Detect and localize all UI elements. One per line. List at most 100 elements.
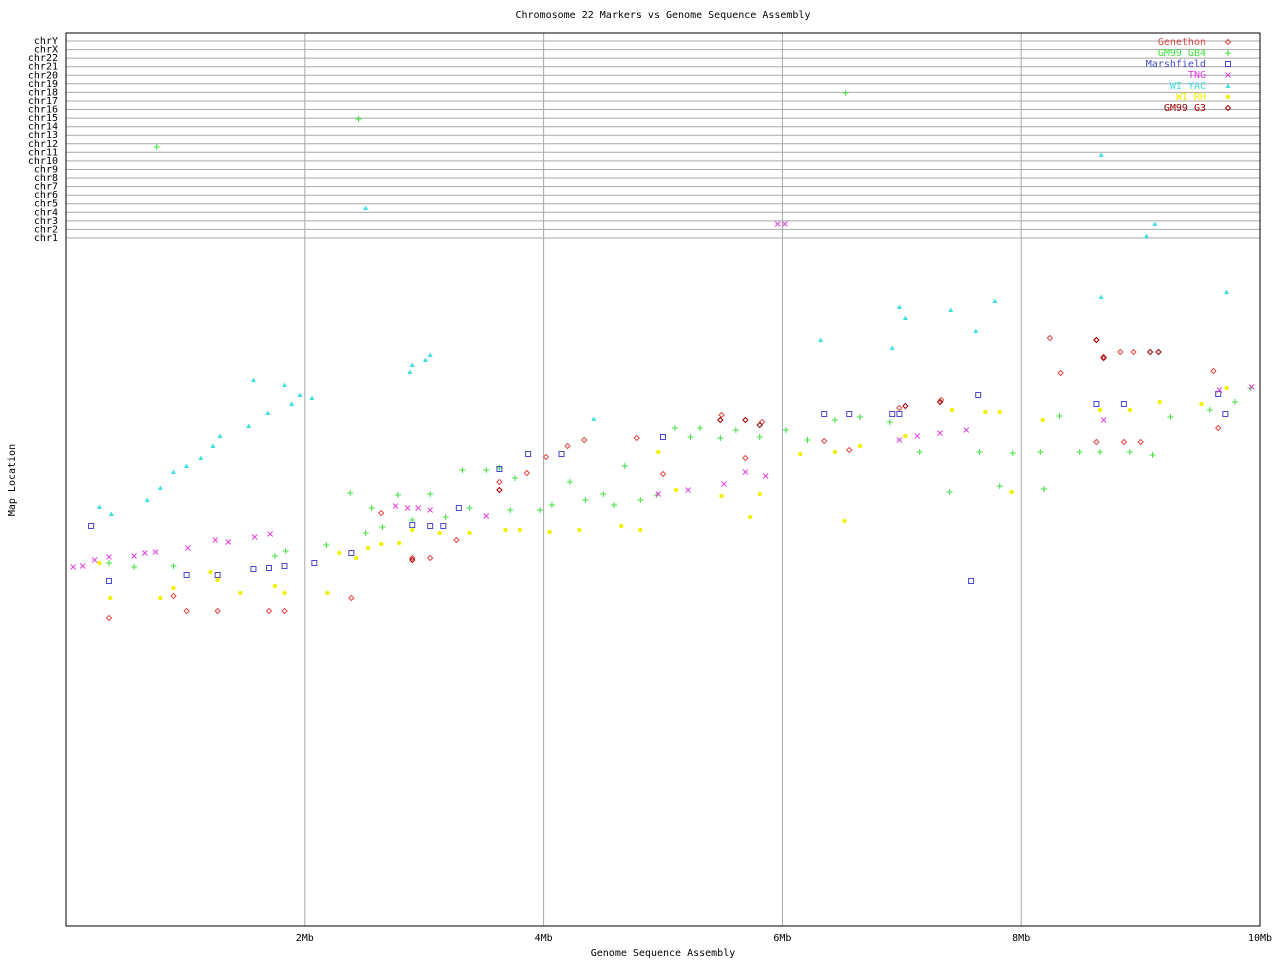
data-point: [353, 555, 359, 561]
data-point: [267, 531, 274, 537]
data-point: [79, 563, 86, 569]
data-point: [1206, 407, 1213, 413]
data-point: [214, 572, 221, 578]
data-point: [363, 205, 369, 210]
data-point: [141, 550, 148, 556]
data-point: [889, 411, 896, 417]
data-point: [1117, 348, 1124, 356]
y-tick-label: chr21: [28, 62, 58, 73]
y-tick-label: chr14: [28, 122, 58, 133]
data-point: [757, 491, 762, 497]
y-tick-label: chrY: [34, 36, 58, 47]
data-point: [621, 463, 628, 469]
data-point: [1215, 424, 1222, 432]
data-point: [637, 497, 644, 503]
data-point: [1097, 407, 1103, 413]
data-point: [1127, 407, 1133, 413]
y-tick-label: chr10: [28, 156, 58, 167]
legend-marker: [1225, 72, 1231, 78]
data-point: [782, 427, 789, 433]
legend-label: WI RH: [1176, 92, 1206, 103]
data-point: [1199, 401, 1204, 407]
data-point: [91, 557, 98, 563]
data-point: [437, 530, 442, 536]
data-point: [170, 563, 177, 569]
data-point: [896, 304, 902, 309]
data-point: [1098, 294, 1104, 299]
data-point: [184, 463, 190, 468]
data-point: [983, 409, 988, 415]
y-tick-label: chr3: [34, 216, 58, 227]
data-point: [297, 392, 303, 397]
y-axis-label: Map Location: [7, 444, 18, 516]
legend-label: WI YAC: [1170, 81, 1206, 92]
data-point: [170, 592, 177, 600]
data-point: [97, 560, 102, 566]
data-point: [671, 425, 678, 431]
legend-marker: [1225, 61, 1231, 67]
data-point: [88, 523, 95, 529]
data-point: [1167, 414, 1174, 420]
data-point: [208, 569, 213, 575]
y-tick-label: chr1: [34, 233, 58, 244]
data-point: [742, 454, 749, 462]
data-point: [846, 411, 853, 417]
y-tick-label: chr9: [34, 165, 58, 176]
data-point: [619, 523, 624, 529]
legend-marker: [1225, 94, 1231, 100]
data-point: [902, 402, 909, 410]
data-point: [781, 221, 788, 227]
data-point: [1216, 387, 1223, 393]
data-point: [1056, 413, 1063, 419]
data-point: [1126, 449, 1133, 455]
data-point: [265, 565, 272, 571]
data-point: [721, 481, 727, 487]
y-tick-label: chr20: [28, 70, 58, 81]
legend-label: Genethon: [1158, 37, 1206, 48]
legend-marker: [1224, 38, 1232, 46]
data-point: [1100, 354, 1107, 362]
data-point: [337, 550, 342, 556]
data-point: [857, 414, 864, 420]
data-point: [144, 497, 150, 502]
data-point: [455, 505, 462, 511]
data-point: [1248, 384, 1255, 390]
data-point: [968, 578, 975, 584]
x-axis-label: Genome Sequence Assembly: [591, 948, 736, 959]
data-point: [673, 487, 679, 493]
data-point: [157, 485, 163, 490]
data-point: [591, 416, 597, 421]
data-point: [1097, 449, 1103, 455]
data-point: [466, 505, 473, 511]
data-point: [379, 541, 384, 547]
data-point: [660, 434, 666, 440]
data-point: [1100, 417, 1107, 423]
data-point: [184, 545, 191, 551]
data-point: [105, 578, 112, 584]
data-point: [503, 527, 508, 533]
data-point: [496, 466, 503, 472]
y-tick-label: chr17: [28, 96, 58, 107]
y-tick-label: chr5: [34, 199, 58, 210]
data-point: [936, 398, 944, 406]
data-point: [996, 483, 1003, 489]
data-point: [215, 577, 220, 583]
data-point: [210, 443, 216, 448]
data-point: [1040, 417, 1045, 423]
data-point: [600, 491, 607, 497]
data-point: [183, 572, 190, 578]
data-point: [348, 594, 355, 602]
data-point: [1093, 438, 1100, 446]
data-point: [937, 396, 945, 404]
data-point: [496, 478, 503, 486]
legend-label: GM99 GB4: [1158, 48, 1206, 59]
data-point: [914, 433, 921, 439]
data-point: [992, 298, 998, 303]
data-point: [975, 392, 982, 398]
data-point: [973, 328, 979, 333]
data-point: [638, 527, 643, 533]
data-point: [105, 614, 113, 622]
data-point: [323, 542, 330, 548]
data-point: [158, 595, 163, 601]
